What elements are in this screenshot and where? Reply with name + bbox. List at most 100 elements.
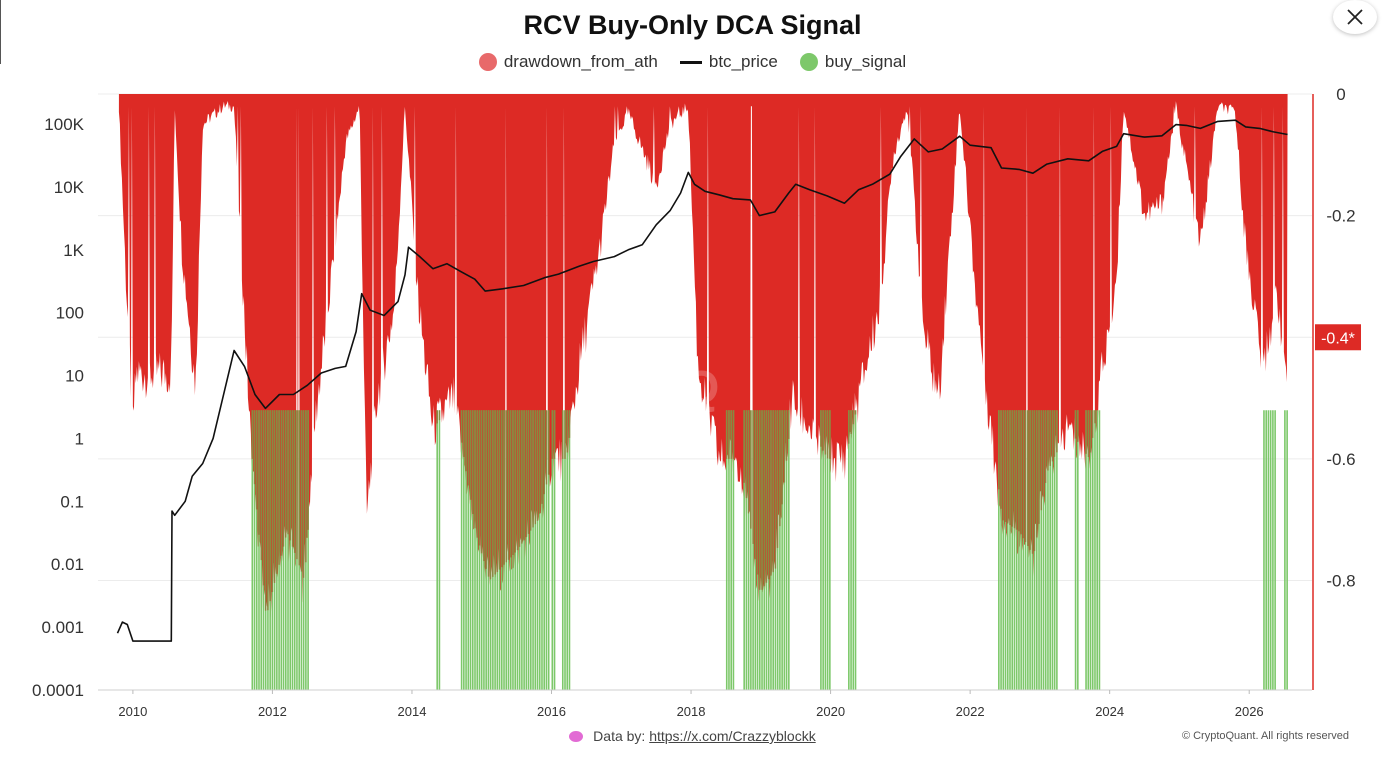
buy-overlap-bar — [525, 410, 528, 538]
buy-overlap-bar — [471, 410, 474, 515]
buy-overlap-bar — [276, 410, 278, 574]
buy-overlap-bar — [1038, 410, 1040, 524]
buy-signal-bar — [1022, 410, 1025, 690]
buy-signal-bar — [476, 410, 479, 690]
buy-signal-bar — [474, 410, 476, 690]
buy-signal-bar — [1263, 410, 1265, 690]
buy-overlap-bar — [273, 410, 276, 583]
buy-overlap-bar — [1035, 410, 1038, 538]
buy-overlap-bar — [770, 410, 772, 576]
buy-overlap-bar — [543, 410, 546, 495]
buy-signal-bar — [543, 410, 546, 690]
buy-signal-bar — [730, 410, 732, 690]
data-source-link[interactable]: https://x.com/Crazzyblockk — [649, 728, 816, 744]
buy-signal-bar — [553, 410, 556, 690]
buy-signal-bar — [478, 410, 481, 690]
buy-signal-bar — [752, 410, 754, 690]
legend-item-buy[interactable]: buy_signal — [799, 52, 907, 72]
close-icon — [1347, 9, 1363, 25]
buy-signal-bar — [251, 410, 254, 690]
buy-overlap-bar — [1006, 410, 1009, 524]
y-axis-left-tick-label: 0.1 — [60, 492, 84, 511]
buy-overlap-bar — [1002, 410, 1005, 521]
buy-overlap-bar — [725, 410, 728, 459]
buy-overlap-bar — [750, 410, 752, 529]
buy-overlap-bar — [1024, 410, 1027, 543]
buy-signal-bar — [1047, 410, 1049, 690]
buy-overlap-bar — [253, 410, 256, 485]
buy-overlap-bar — [850, 410, 852, 434]
buy-overlap-bar — [514, 410, 516, 553]
buy-signal-bar — [527, 410, 530, 690]
y-axis-right-tick-label: -0.2 — [1326, 207, 1355, 226]
buy-overlap-bar — [436, 410, 438, 424]
buy-overlap-bar — [516, 410, 519, 551]
buy-overlap-bar — [822, 410, 824, 451]
buy-overlap-bar — [743, 410, 745, 483]
buy-overlap-bar — [1085, 410, 1087, 454]
buy-overlap-bar — [1011, 410, 1014, 527]
buy-overlap-bar — [1053, 410, 1056, 457]
buy-overlap-bar — [251, 410, 254, 459]
buy-overlap-bar — [829, 410, 831, 459]
buy-signal-bar — [781, 410, 783, 690]
buy-signal-bar — [282, 410, 285, 690]
buy-signal-bar — [854, 410, 857, 690]
buy-overlap-bar — [494, 410, 496, 575]
buy-signal-bar — [551, 410, 554, 690]
buy-overlap-bar — [282, 410, 285, 547]
copyright: © CryptoQuant. All rights reserved — [1181, 730, 1349, 742]
buy-overlap-bar — [474, 410, 476, 529]
buy-overlap-bar — [1056, 410, 1058, 453]
buy-signal-bar — [725, 410, 728, 690]
buy-signal-bar — [1038, 410, 1040, 690]
buy-overlap-bar — [566, 410, 569, 453]
buy-overlap-bar — [298, 410, 300, 566]
y-axis-right-tick-label: -0.6 — [1326, 450, 1355, 469]
buy-overlap-bar — [745, 410, 748, 499]
y-axis-left-tick-label: 0.01 — [51, 555, 84, 574]
buy-overlap-bar — [541, 410, 543, 504]
buy-signal-bar — [820, 410, 822, 690]
buy-overlap-bar — [1074, 410, 1077, 439]
y-axis-right-tick-label: -0.8 — [1326, 572, 1355, 591]
buy-overlap-bar — [518, 410, 521, 547]
chart-title: RCV Buy-Only DCA Signal — [523, 10, 862, 40]
buy-overlap-bar — [271, 410, 274, 593]
buy-overlap-bar — [287, 410, 289, 535]
buy-overlap-bar — [278, 410, 280, 565]
buy-signal-bar — [284, 410, 287, 690]
legend-item-price[interactable]: btc_price — [679, 52, 778, 72]
y-axis-left-tick-label: 100 — [56, 304, 84, 323]
watermark: ptoQ — [612, 361, 720, 413]
buy-overlap-bar — [765, 410, 768, 583]
buy-signal-bar — [521, 410, 523, 690]
buy-signal-bar — [1000, 410, 1002, 690]
buy-signal-bar — [1085, 410, 1087, 690]
buy-overlap-bar — [852, 410, 855, 425]
drawdown-area — [118, 94, 1288, 623]
buy-overlap-bar — [1031, 410, 1034, 554]
buy-signal-bar — [255, 410, 258, 690]
current-value-badge-label: -0.4* — [1321, 330, 1355, 347]
buy-signal-bar — [1286, 410, 1288, 690]
buy-overlap-bar — [300, 410, 303, 572]
buy-overlap-bar — [826, 410, 829, 459]
buy-signal-bar — [258, 410, 260, 690]
close-button[interactable] — [1333, 0, 1377, 34]
buy-overlap-bar — [848, 410, 850, 444]
legend-label-drawdown: drawdown_from_ath — [503, 52, 658, 71]
buy-overlap-bar — [772, 410, 774, 573]
buy-overlap-bar — [1044, 410, 1047, 483]
buy-overlap-bar — [280, 410, 283, 556]
buy-signal-bar — [1027, 410, 1029, 690]
legend-label-buy: buy_signal — [824, 52, 907, 71]
buy-overlap-bar — [1087, 410, 1090, 458]
data-by-label: Data by: — [593, 728, 646, 744]
buy-overlap-bar — [732, 410, 735, 459]
legend-item-drawdown[interactable]: drawdown_from_ath — [478, 52, 658, 72]
buy-overlap-bar — [998, 410, 1000, 490]
buy-signal-bar — [1018, 410, 1020, 690]
buy-signal-bar — [564, 410, 566, 690]
